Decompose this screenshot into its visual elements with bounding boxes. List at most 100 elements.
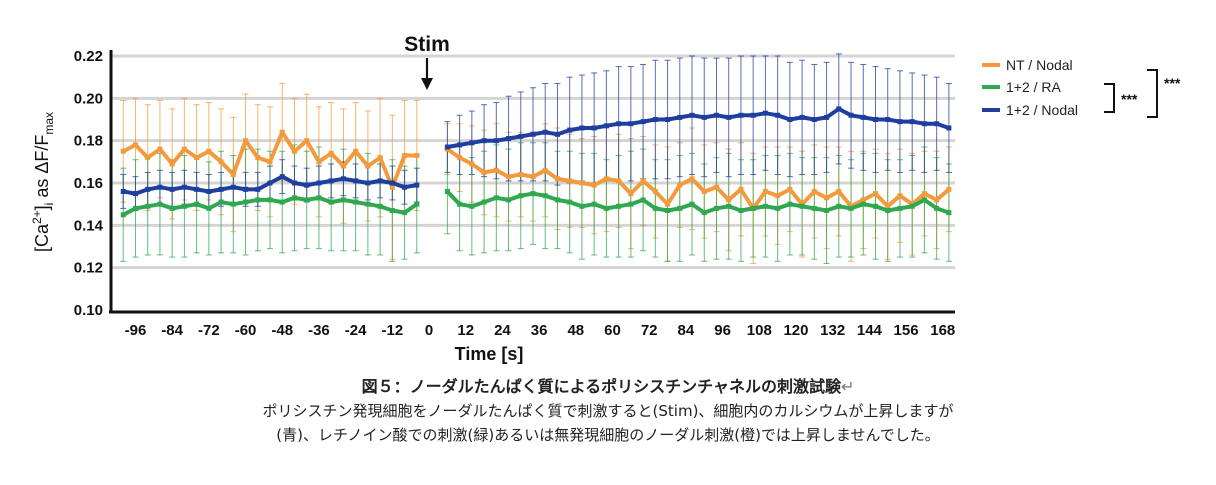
data-point-1-2-nodal [328, 178, 334, 184]
data-point-1-2-nodal [787, 117, 793, 122]
series-line-nt-nodal-post [446, 147, 951, 211]
data-point-1-2-nodal [824, 114, 830, 120]
x-tick-label: 72 [641, 322, 658, 339]
data-point-1-2-ra [377, 203, 383, 209]
data-point-1-2-ra [897, 205, 903, 211]
data-point-1-2-nodal [402, 184, 408, 190]
x-tick-label: 0 [425, 322, 433, 339]
data-point-1-2-ra [640, 197, 646, 203]
data-point-nt-nodal [738, 186, 744, 192]
data-point-nt-nodal [402, 152, 408, 158]
x-tick-label: -96 [125, 322, 147, 339]
data-point-1-2-nodal [579, 125, 585, 131]
y-tick-label: 0.12 [74, 260, 103, 277]
data-point-1-2-nodal [218, 186, 224, 192]
x-tick-label: -48 [271, 322, 293, 339]
data-point-nt-nodal [365, 163, 371, 169]
data-point-1-2-ra [934, 205, 940, 211]
x-tick-label: 108 [747, 322, 772, 339]
data-point-nt-nodal [640, 178, 646, 184]
data-point-1-2-ra [518, 193, 524, 199]
data-point-1-2-nodal [811, 117, 817, 122]
data-point-1-2-ra [579, 203, 585, 209]
data-point-1-2-nodal [921, 121, 927, 127]
data-point-nt-nodal [414, 152, 420, 158]
data-point-nt-nodal [194, 155, 200, 161]
x-tick-label: -36 [308, 322, 330, 339]
data-point-1-2-ra [652, 205, 658, 211]
y-tick-label: 0.10 [74, 302, 103, 319]
data-point-1-2-ra [206, 205, 212, 211]
data-point-nt-nodal [811, 188, 817, 194]
significance-bracket-outer [1147, 69, 1158, 118]
data-point-1-2-nodal [530, 131, 536, 137]
series-lines [120, 106, 952, 218]
data-point-1-2-nodal [848, 112, 854, 118]
x-tick-label: 12 [457, 322, 474, 339]
data-point-nt-nodal [701, 188, 707, 194]
data-point-nt-nodal [267, 159, 273, 165]
data-point-1-2-ra [414, 201, 420, 207]
data-point-nt-nodal [872, 191, 878, 197]
data-point-1-2-ra [848, 205, 854, 211]
legend-label-nt-nodal: NT / Nodal [1006, 57, 1073, 73]
data-point-1-2-ra [811, 205, 817, 211]
data-point-1-2-nodal [909, 119, 915, 125]
data-point-1-2-nodal [120, 188, 126, 194]
data-point-1-2-nodal [181, 184, 187, 190]
data-point-1-2-ra [554, 197, 560, 203]
data-point-nt-nodal [169, 161, 175, 167]
data-point-1-2-nodal [738, 112, 744, 118]
data-point-1-2-ra [267, 197, 273, 203]
data-point-1-2-nodal [194, 186, 200, 192]
y-tick-label: 0.22 [74, 48, 103, 65]
data-point-nt-nodal [469, 161, 475, 167]
data-point-1-2-ra [120, 212, 126, 218]
data-point-1-2-ra [775, 205, 781, 211]
data-point-nt-nodal [377, 155, 383, 161]
data-point-1-2-ra [194, 201, 200, 207]
data-point-nt-nodal [628, 191, 634, 197]
error-bars [120, 53, 952, 264]
data-point-1-2-nodal [389, 180, 395, 186]
data-point-1-2-ra [353, 199, 359, 205]
data-point-1-2-nodal [689, 112, 695, 118]
data-point-1-2-nodal [652, 117, 658, 122]
data-point-1-2-nodal [304, 182, 310, 188]
data-point-1-2-ra [726, 203, 732, 209]
x-tick-labels: -96 -84 -72 -60 -48 -36 -24 -12 0 12 24 36 48 60 72 84 9… [125, 322, 956, 339]
data-point-nt-nodal [493, 167, 499, 173]
data-point-1-2-ra [860, 201, 866, 207]
data-point-1-2-nodal [762, 110, 768, 116]
data-point-1-2-nodal [353, 178, 359, 184]
data-point-1-2-ra [677, 205, 683, 211]
data-point-1-2-nodal [377, 178, 383, 184]
data-point-nt-nodal [591, 182, 597, 188]
data-point-1-2-nodal [750, 112, 756, 118]
x-tick-label: -12 [381, 322, 403, 339]
data-point-1-2-ra [542, 193, 548, 199]
data-point-nt-nodal [291, 148, 297, 154]
data-point-1-2-nodal [493, 138, 499, 144]
figure-caption-line-1: ポリシスチン発現細胞をノーダルたんぱく質で刺激すると(Stim)、細胞内のカルシ… [262, 402, 954, 420]
data-point-1-2-ra [616, 203, 622, 209]
data-point-nt-nodal [481, 169, 487, 175]
data-point-nt-nodal [885, 203, 891, 209]
data-point-1-2-nodal [640, 119, 646, 125]
y-axis-label: [Ca2+]i as ΔF/Fmax [30, 112, 56, 252]
data-point-1-2-nodal [701, 114, 707, 120]
significance-bracket-inner [1104, 83, 1115, 113]
data-point-nt-nodal [921, 191, 927, 197]
data-point-1-2-ra [304, 197, 310, 203]
x-tick-label: -60 [235, 322, 257, 339]
data-point-1-2-ra [799, 203, 805, 209]
data-point-1-2-ra [921, 197, 927, 203]
data-point-nt-nodal [243, 138, 249, 144]
x-tick-label: 144 [857, 322, 883, 339]
data-point-1-2-nodal [469, 140, 475, 146]
stim-label: Stim [404, 33, 450, 56]
data-point-nt-nodal [934, 197, 940, 203]
data-point-nt-nodal [860, 197, 866, 203]
data-point-nt-nodal [389, 184, 395, 190]
data-point-1-2-ra [493, 195, 499, 201]
